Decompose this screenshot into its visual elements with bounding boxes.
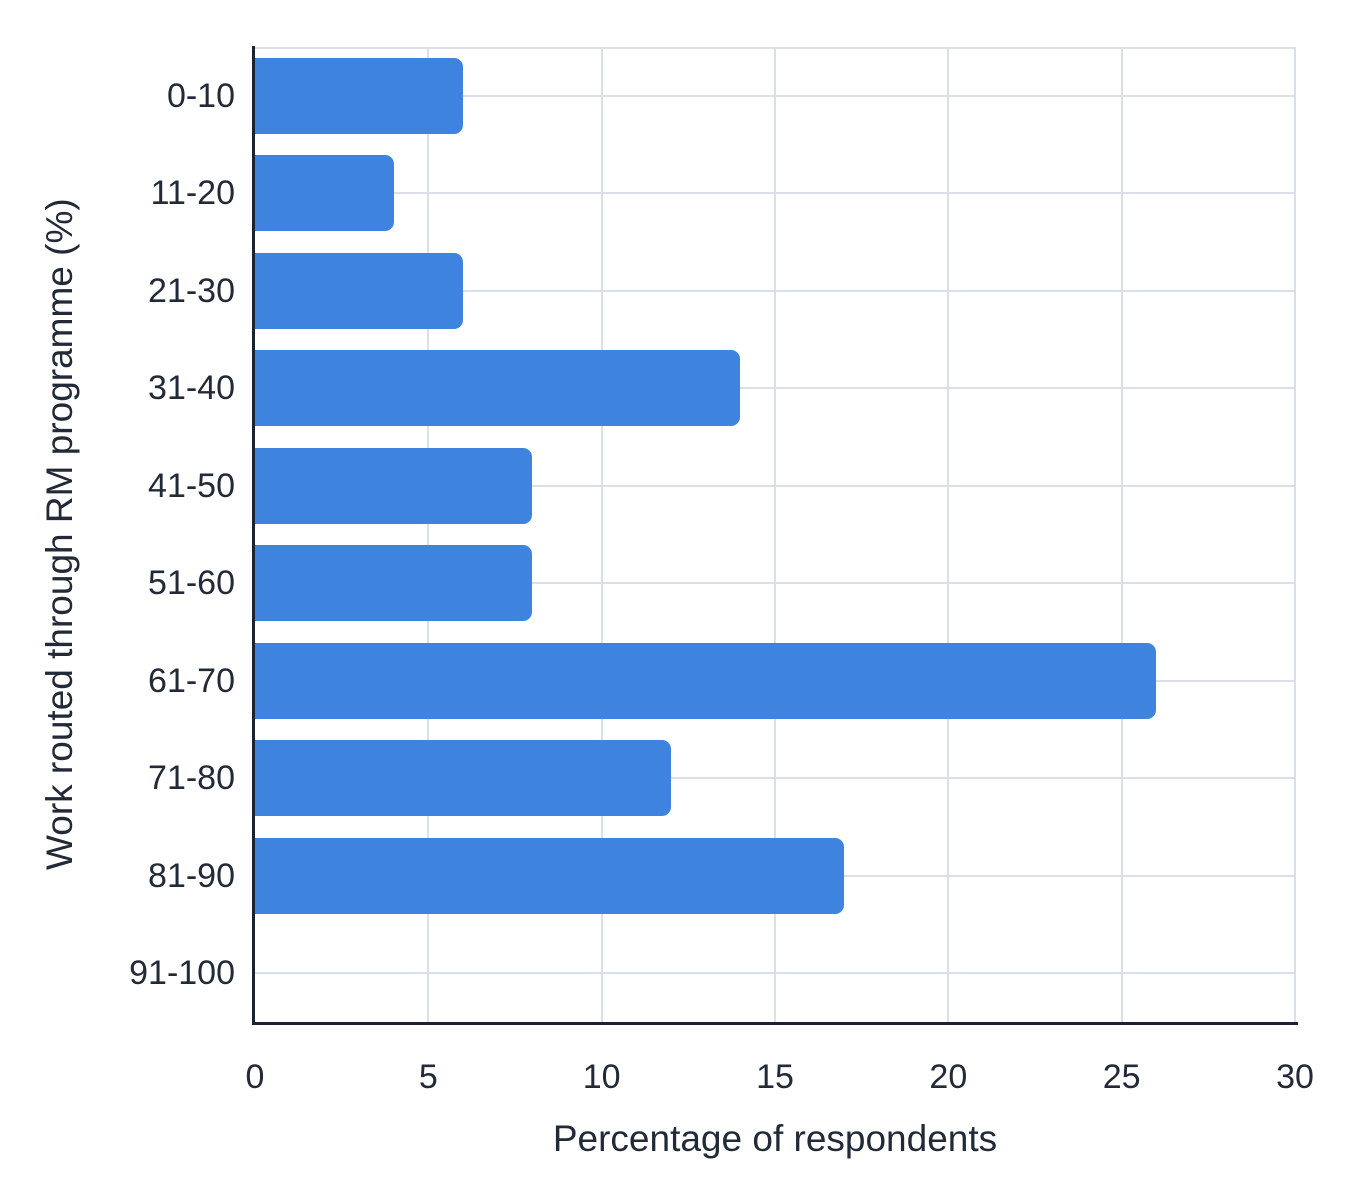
- vertical-gridline: [600, 47, 603, 1022]
- vertical-gridline: [947, 47, 950, 1022]
- horizontal-gridline: [255, 777, 1295, 780]
- x-tick-label: 20: [929, 1058, 968, 1096]
- y-tick-label: 21-30: [148, 271, 235, 310]
- y-tick-label: 31-40: [148, 369, 235, 408]
- y-axis-line: [252, 46, 255, 1022]
- horizontal-gridline: [255, 582, 1295, 585]
- x-axis-title: Percentage of respondents: [552, 1118, 998, 1159]
- horizontal-gridline: [255, 192, 1295, 195]
- y-tick-label: 41-50: [148, 466, 235, 505]
- horizontal-gridline: [255, 289, 1295, 292]
- y-tick-label: 61-70: [148, 661, 235, 700]
- vertical-gridline: [774, 47, 776, 1022]
- x-tick-label: 5: [418, 1058, 438, 1096]
- y-tick-label: 81-90: [148, 856, 235, 895]
- y-tick-label: 0-10: [166, 76, 235, 115]
- x-tick-label: 30: [1276, 1058, 1314, 1096]
- bar: [255, 837, 845, 914]
- horizontal-gridline: [255, 972, 1295, 975]
- bar: [255, 740, 671, 817]
- y-tick-label: 51-60: [148, 564, 235, 603]
- bar: [255, 57, 463, 134]
- x-tick-label: 15: [756, 1058, 794, 1096]
- plot-area: [252, 46, 1298, 1025]
- bar: [255, 642, 1157, 719]
- bar: [255, 252, 463, 329]
- horizontal-gridline: [255, 387, 1295, 390]
- vertical-gridline: [427, 47, 430, 1022]
- bar: [255, 155, 394, 232]
- x-tick-label: 10: [582, 1058, 621, 1096]
- bar: [255, 545, 533, 622]
- x-tick-label: 0: [245, 1058, 265, 1096]
- vertical-gridline: [1120, 47, 1123, 1022]
- bar: [255, 447, 533, 524]
- bar: [255, 350, 741, 427]
- y-tick-label: 71-80: [148, 759, 235, 798]
- y-tick-label: 91-100: [129, 954, 235, 993]
- x-tick-label: 25: [1102, 1058, 1141, 1096]
- horizontal-gridline: [255, 94, 1295, 97]
- y-tick-label: 11-20: [150, 174, 235, 213]
- x-axis-line: [252, 1022, 1298, 1025]
- horizontal-gridline: [255, 484, 1295, 487]
- vertical-gridline: [1294, 47, 1296, 1022]
